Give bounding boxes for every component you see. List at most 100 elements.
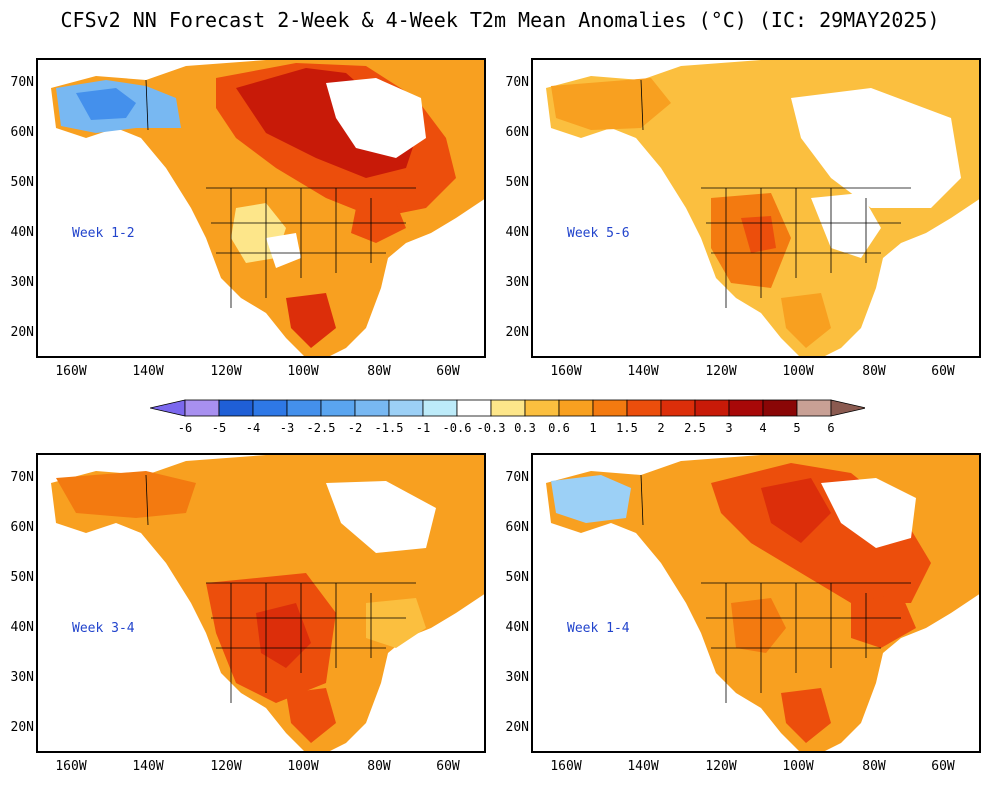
- colorbar-box: [388, 399, 424, 417]
- colorbar-tick-label: 2.5: [684, 421, 706, 435]
- colorbar-box: [592, 399, 628, 417]
- colorbar-box: [422, 399, 458, 417]
- colorbar-box: [320, 399, 356, 417]
- lon-tick-label: 60W: [436, 759, 460, 774]
- anomaly-map-week-1-4: [531, 453, 981, 753]
- lon-tick-label: 60W: [931, 759, 955, 774]
- lon-tick-label: 100W: [782, 759, 814, 774]
- lat-tick-label: 40N: [10, 225, 34, 240]
- panel-week-1-4: Week 1-4: [531, 453, 981, 753]
- lat-tick-label: 70N: [505, 470, 529, 485]
- lat-tick-label: 70N: [10, 470, 34, 485]
- colorbar-tick-label: 1.5: [616, 421, 638, 435]
- colorbar-tick-label: -0.3: [476, 421, 506, 435]
- colorbar-box: [626, 399, 662, 417]
- lon-tick-label: 140W: [132, 759, 164, 774]
- colorbar-box: [660, 399, 696, 417]
- colorbar-box: [252, 399, 288, 417]
- colorbar-right-arrow: [830, 399, 865, 417]
- colorbar-box: [490, 399, 526, 417]
- colorbar-box: [524, 399, 560, 417]
- anomaly-map-week-5-6: [531, 58, 981, 358]
- lat-tick-label: 30N: [10, 670, 34, 685]
- colorbar-tick-label: -6: [177, 421, 193, 435]
- lat-tick-label: 50N: [505, 570, 529, 585]
- lat-tick-label: 40N: [505, 225, 529, 240]
- lon-tick-label: 100W: [782, 364, 814, 379]
- colorbar-tick-label: -2.5: [306, 421, 336, 435]
- lat-tick-label: 20N: [10, 720, 34, 735]
- lon-tick-label: 80W: [862, 759, 886, 774]
- lat-tick-label: 20N: [505, 720, 529, 735]
- colorbar-box: [184, 399, 220, 417]
- colorbar-tick-label: 1: [589, 421, 597, 435]
- colorbar-tick-label: -0.6: [442, 421, 472, 435]
- colorbar-tick-label: -4: [245, 421, 261, 435]
- panel-label: Week 1-4: [567, 621, 630, 636]
- lat-tick-label: 30N: [10, 275, 34, 290]
- colorbar-tick-label: -5: [211, 421, 227, 435]
- lat-tick-label: 50N: [10, 175, 34, 190]
- panel-week-3-4: Week 3-4: [36, 453, 486, 753]
- lon-tick-label: 160W: [55, 759, 87, 774]
- colorbar-tick-label: -1.5: [374, 421, 404, 435]
- colorbar-tick-label: -3: [279, 421, 295, 435]
- figure-title: CFSv2 NN Forecast 2-Week & 4-Week T2m Me…: [60, 8, 940, 32]
- colorbar-tick-label: 3: [725, 421, 733, 435]
- colorbar-tick-label: 2: [657, 421, 665, 435]
- lat-tick-label: 70N: [10, 75, 34, 90]
- lat-tick-label: 60N: [10, 125, 34, 140]
- panel-week-1-2: Week 1-2: [36, 58, 486, 358]
- lat-tick-label: 40N: [505, 620, 529, 635]
- colorbar-box: [456, 399, 492, 417]
- colorbar-tick-label: 0.6: [548, 421, 570, 435]
- lon-tick-label: 120W: [705, 759, 737, 774]
- colorbar-box: [796, 399, 832, 417]
- anomaly-map-week-3-4: [36, 453, 486, 753]
- lon-tick-label: 80W: [367, 364, 391, 379]
- lon-tick-label: 80W: [367, 759, 391, 774]
- colorbar-box: [218, 399, 254, 417]
- colorbar-tick-label: 4: [759, 421, 767, 435]
- lon-tick-label: 60W: [436, 364, 460, 379]
- colorbar-tick-label: 0.3: [514, 421, 536, 435]
- anomaly-map-week-1-2: [36, 58, 486, 358]
- lon-tick-label: 120W: [210, 759, 242, 774]
- lon-tick-label: 140W: [132, 364, 164, 379]
- lat-tick-label: 30N: [505, 670, 529, 685]
- panel-label: Week 5-6: [567, 226, 630, 241]
- colorbar: [150, 399, 865, 417]
- panel-week-5-6: Week 5-6: [531, 58, 981, 358]
- lon-tick-label: 100W: [287, 759, 319, 774]
- lat-tick-label: 50N: [505, 175, 529, 190]
- lat-tick-label: 60N: [505, 520, 529, 535]
- colorbar-tick-label: -2: [347, 421, 363, 435]
- colorbar-tick-label: 5: [793, 421, 801, 435]
- colorbar-left-arrow: [150, 399, 186, 417]
- lat-tick-label: 50N: [10, 570, 34, 585]
- panel-label: Week 1-2: [72, 226, 135, 241]
- panel-label: Week 3-4: [72, 621, 135, 636]
- lon-tick-label: 160W: [550, 759, 582, 774]
- colorbar-box: [728, 399, 764, 417]
- lat-tick-label: 40N: [10, 620, 34, 635]
- lon-tick-label: 80W: [862, 364, 886, 379]
- colorbar-box: [694, 399, 730, 417]
- lat-tick-label: 60N: [505, 125, 529, 140]
- lat-tick-label: 30N: [505, 275, 529, 290]
- lon-tick-label: 60W: [931, 364, 955, 379]
- lon-tick-label: 120W: [210, 364, 242, 379]
- lat-tick-label: 20N: [505, 325, 529, 340]
- lon-tick-label: 100W: [287, 364, 319, 379]
- lon-tick-label: 140W: [627, 364, 659, 379]
- lon-tick-label: 160W: [550, 364, 582, 379]
- lon-tick-label: 140W: [627, 759, 659, 774]
- colorbar-box: [354, 399, 390, 417]
- colorbar-box: [762, 399, 798, 417]
- lat-tick-label: 60N: [10, 520, 34, 535]
- colorbar-tick-label: 6: [827, 421, 835, 435]
- colorbar-box: [558, 399, 594, 417]
- lon-tick-label: 160W: [55, 364, 87, 379]
- lon-tick-label: 120W: [705, 364, 737, 379]
- lat-tick-label: 70N: [505, 75, 529, 90]
